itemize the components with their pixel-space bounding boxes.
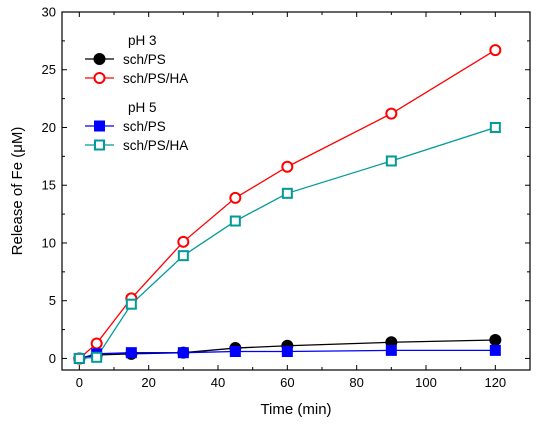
data-point xyxy=(489,44,502,57)
y-tick-label: 20 xyxy=(42,120,56,135)
y-tick-label: 0 xyxy=(49,351,56,366)
series-lines xyxy=(78,49,496,360)
data-point xyxy=(489,121,501,133)
legend-entry: sch/PS/HA xyxy=(123,138,188,153)
legend-entry: sch/PS xyxy=(123,119,166,134)
series-points xyxy=(73,44,502,365)
y-tick-label: 30 xyxy=(42,5,56,20)
x-tick-label: 20 xyxy=(141,375,155,390)
legend-marker xyxy=(94,139,105,151)
x-tick-label: 100 xyxy=(415,375,437,390)
legend-marker xyxy=(94,120,105,132)
data-point xyxy=(177,250,189,262)
axis-ticks: 0 20 40 60 80 100 120 0 5 10 15 20 25 30 xyxy=(42,5,530,390)
plot-frame xyxy=(61,11,531,371)
legend-group-title: pH 3 xyxy=(128,33,157,48)
y-axis-title: Release of Fe (μM) xyxy=(9,127,26,256)
data-point xyxy=(281,187,293,199)
data-point xyxy=(177,347,189,359)
y-tick-label: 10 xyxy=(42,235,56,250)
data-point xyxy=(385,107,398,120)
legend-entry: sch/PS/HA xyxy=(123,71,188,86)
y-tick-label: 15 xyxy=(42,178,56,193)
x-tick-label: 80 xyxy=(349,375,363,390)
y-tick-label: 25 xyxy=(42,62,56,77)
legend-marker xyxy=(93,72,106,84)
data-point xyxy=(385,155,397,167)
series-line-1 xyxy=(78,49,496,359)
data-point xyxy=(281,160,294,173)
data-point xyxy=(177,235,190,248)
y-tick-label: 5 xyxy=(49,293,56,308)
series-line-3 xyxy=(79,126,496,360)
x-tick-label: 60 xyxy=(280,375,294,390)
legend-group-title: pH 5 xyxy=(128,100,157,115)
data-point xyxy=(489,344,501,356)
data-point xyxy=(125,347,137,359)
x-tick-label: 120 xyxy=(484,375,506,390)
x-tick-label: 0 xyxy=(76,375,83,390)
legend-marker xyxy=(93,53,106,65)
data-point xyxy=(125,298,137,310)
data-point xyxy=(90,337,103,350)
data-point xyxy=(91,351,103,363)
legend-entry: sch/PS xyxy=(123,52,166,67)
plot-axes xyxy=(61,11,531,371)
data-point xyxy=(489,333,502,346)
data-point xyxy=(229,346,241,358)
data-point xyxy=(229,191,242,204)
data-point xyxy=(73,352,85,364)
data-point xyxy=(229,215,241,227)
data-point xyxy=(385,344,397,356)
x-tick-label: 40 xyxy=(211,375,225,390)
data-point xyxy=(281,346,293,358)
legend: pH 3 sch/PS sch/PS/HA pH 5 sch/PS sch/PS/HA xyxy=(85,33,188,153)
x-axis-title: Time (min) xyxy=(260,401,331,418)
